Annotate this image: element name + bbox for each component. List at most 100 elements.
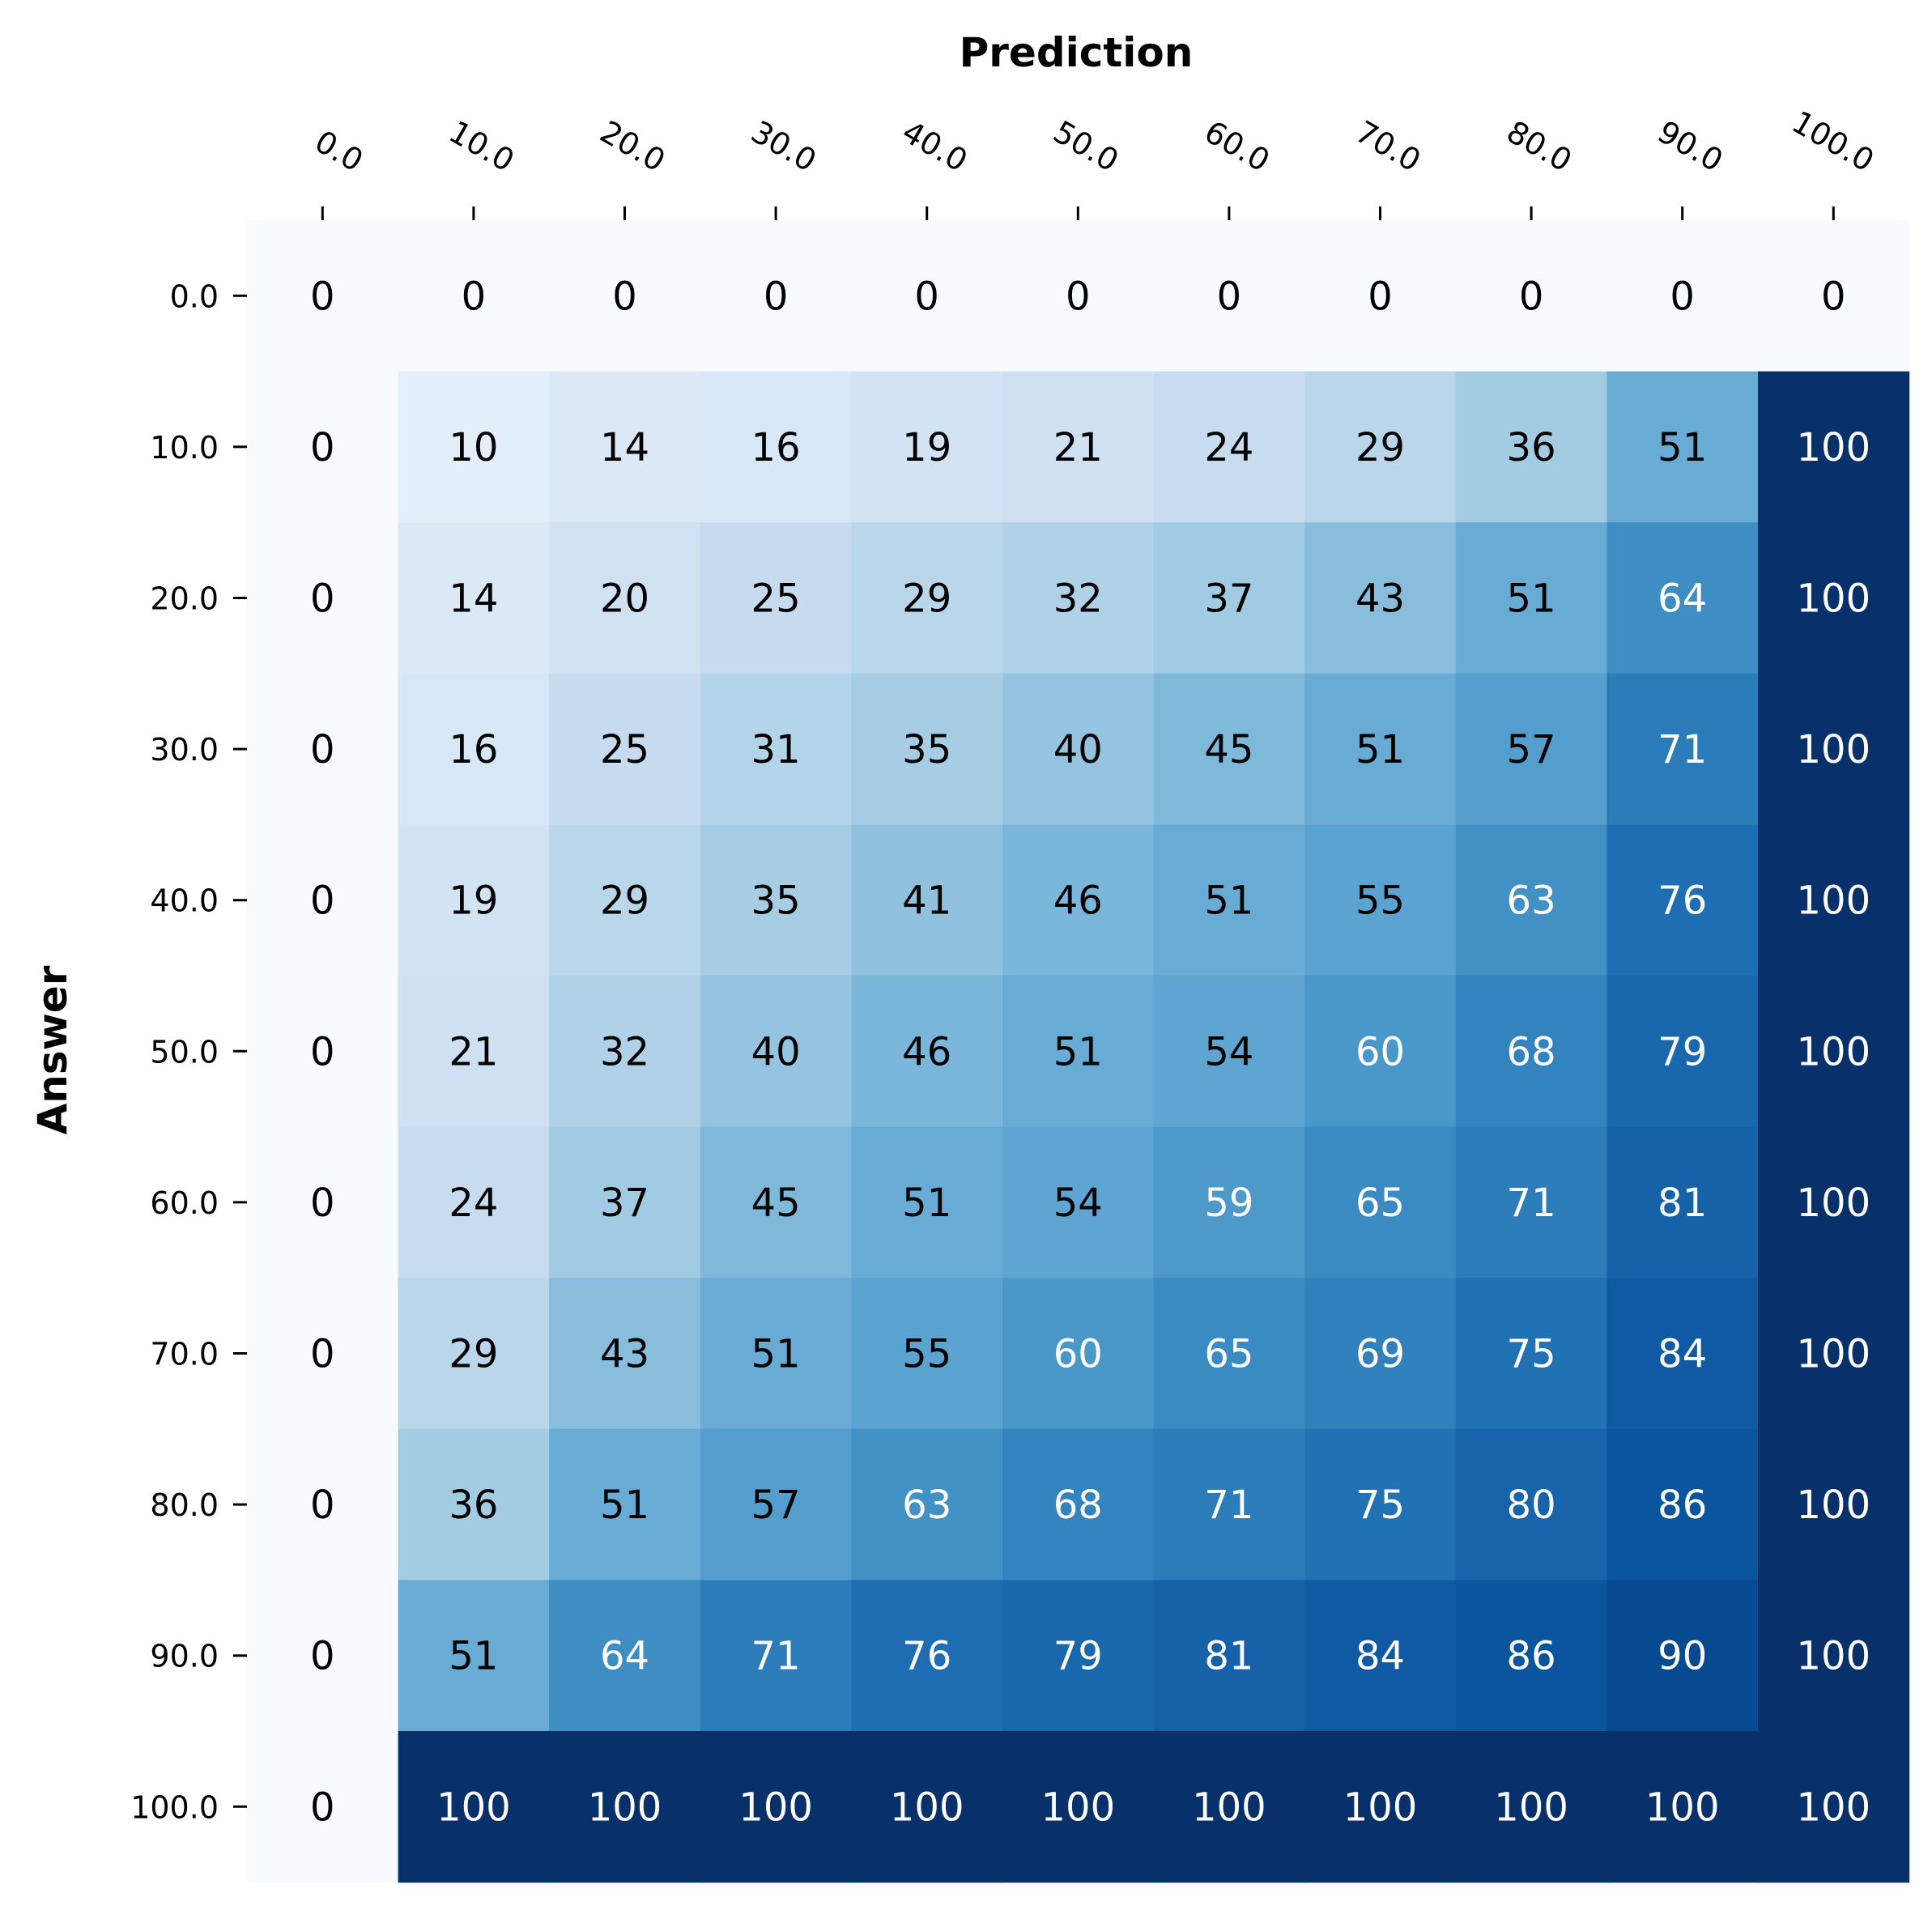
heatmap-cell [1606, 1278, 1759, 1430]
heatmap-cell [1153, 1428, 1305, 1581]
heatmap-cell [700, 522, 852, 674]
heatmap-cell [1002, 1126, 1155, 1278]
cell-value-label: 25 [600, 727, 649, 772]
heatmap-cell [1304, 824, 1457, 976]
cell-value-label: 100 [738, 1785, 813, 1830]
cell-value-label: 0 [310, 1634, 335, 1679]
heatmap-cell [1606, 371, 1759, 523]
heatmap-cell [1153, 1580, 1305, 1732]
cell-value-label: 71 [1204, 1483, 1253, 1528]
cell-value-label: 60 [1053, 1332, 1103, 1377]
cell-value-label: 71 [751, 1634, 801, 1679]
heatmap-cell [1606, 1731, 1759, 1883]
cell-value-label: 51 [600, 1483, 649, 1528]
x-tick-label: 100.0 [1786, 104, 1880, 179]
heatmap-cell [1153, 371, 1305, 523]
heatmap-cell [1606, 976, 1759, 1128]
cell-value-label: 46 [902, 1029, 951, 1074]
heatmap-cell [247, 1580, 399, 1732]
heatmap-cell [398, 1580, 550, 1732]
heatmap-cell [1304, 1731, 1457, 1883]
heatmap-cell [851, 1731, 1003, 1883]
cell-value-label: 51 [1507, 576, 1556, 622]
heatmap-cell [700, 371, 852, 523]
cell-value-label: 55 [902, 1332, 951, 1377]
heatmap-cell [247, 1126, 399, 1278]
heatmap-cell [1304, 1126, 1457, 1278]
cell-value-label: 51 [449, 1634, 498, 1679]
cell-value-label: 19 [902, 425, 951, 470]
cell-value-label: 90 [1658, 1634, 1707, 1679]
cell-value-label: 86 [1658, 1483, 1707, 1528]
heatmap-cell [1304, 1278, 1457, 1430]
heatmap-cell [1758, 1126, 1910, 1278]
x-tick-label: 20.0 [594, 113, 671, 178]
cell-value-label: 0 [310, 879, 335, 924]
heatmap-cell [549, 976, 701, 1128]
x-tick-label: 60.0 [1198, 113, 1275, 178]
cell-value-label: 76 [902, 1634, 951, 1679]
heatmap-cell [851, 1580, 1003, 1732]
y-tick-label: 60.0 [150, 1185, 219, 1221]
heatmap-cell [1758, 824, 1910, 976]
cell-value-label: 14 [600, 425, 649, 470]
cell-value-label: 43 [600, 1332, 649, 1377]
heatmap-cell [247, 522, 399, 674]
cell-value-label: 0 [310, 425, 335, 470]
cell-value-label: 51 [902, 1181, 951, 1226]
cell-value-label: 31 [751, 727, 801, 772]
cell-value-label: 0 [310, 274, 335, 319]
cell-value-label: 35 [902, 727, 951, 772]
heatmap-cell [1606, 824, 1759, 976]
cell-value-label: 100 [1796, 727, 1870, 772]
cell-value-label: 63 [902, 1483, 951, 1528]
cell-value-label: 0 [462, 274, 487, 319]
heatmap-cell [1153, 673, 1305, 825]
heatmap-cell [1455, 522, 1607, 674]
heatmap-cell [247, 976, 399, 1128]
cell-value-label: 71 [1658, 727, 1707, 772]
heatmap-cell [1455, 220, 1607, 372]
heatmap-cell [700, 220, 852, 372]
heatmap-cell [1304, 976, 1457, 1128]
x-tick-label: 30.0 [745, 113, 822, 178]
heatmap-cell [1002, 1428, 1155, 1581]
cell-value-label: 100 [1796, 1785, 1870, 1830]
heatmap-cell [700, 1428, 852, 1581]
x-tick-label: 80.0 [1500, 113, 1577, 178]
cell-value-label: 40 [1053, 727, 1103, 772]
cell-value-label: 29 [1355, 425, 1405, 470]
cell-value-label: 29 [600, 879, 649, 924]
x-tick-label: 50.0 [1048, 113, 1125, 178]
heatmap-cell [1153, 220, 1305, 372]
cell-value-label: 29 [902, 576, 951, 622]
heatmap-cell [247, 673, 399, 825]
x-tick-label: 70.0 [1350, 113, 1427, 178]
heatmap-cell [398, 1126, 550, 1278]
cell-value-label: 40 [751, 1029, 801, 1074]
heatmap-cell [851, 220, 1003, 372]
heatmap-cell [700, 1731, 852, 1883]
y-tick-label: 80.0 [150, 1487, 219, 1523]
cell-value-label: 55 [1355, 879, 1405, 924]
cell-value-label: 100 [1645, 1785, 1720, 1830]
cell-value-label: 0 [612, 274, 637, 319]
cell-value-label: 19 [449, 879, 498, 924]
heatmap-cell [1606, 1580, 1759, 1732]
heatmap-cell [851, 1428, 1003, 1581]
cell-value-label: 100 [1796, 425, 1870, 470]
cell-value-label: 10 [449, 425, 498, 470]
heatmap-cell [700, 1580, 852, 1732]
heatmap-cell [549, 1278, 701, 1430]
cell-value-label: 75 [1355, 1483, 1405, 1528]
heatmap-cell [549, 1580, 701, 1732]
cell-value-label: 0 [1821, 274, 1846, 319]
cell-value-label: 59 [1204, 1181, 1253, 1226]
heatmap-cell [247, 1731, 399, 1883]
cell-value-label: 16 [751, 425, 801, 470]
cell-value-label: 79 [1053, 1634, 1103, 1679]
cell-value-label: 100 [1796, 1483, 1870, 1528]
cell-value-label: 100 [1192, 1785, 1266, 1830]
cell-value-label: 100 [588, 1785, 662, 1830]
heatmap-cell [247, 1428, 399, 1581]
